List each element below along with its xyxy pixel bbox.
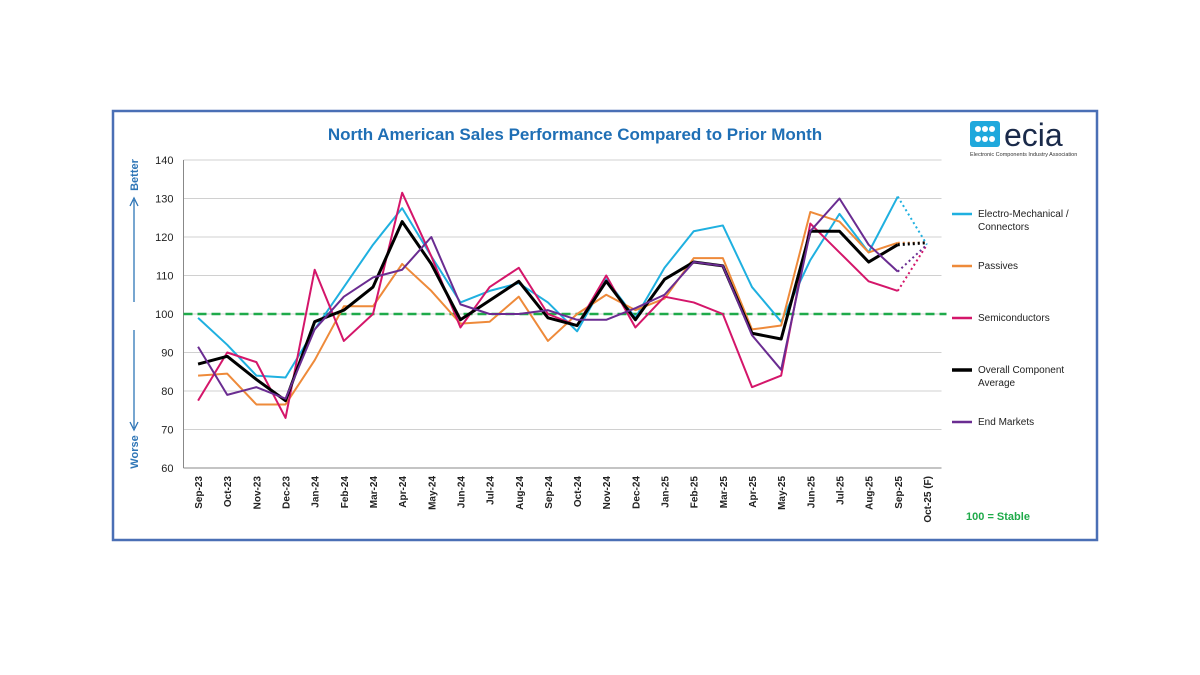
x-tick-label: Dec-24 xyxy=(631,476,642,509)
series-line xyxy=(197,191,899,419)
x-tick-label: Nov-24 xyxy=(602,476,613,510)
logo-icon xyxy=(970,121,1000,147)
y-tick-label: 140 xyxy=(155,155,173,167)
y-tick-label: 60 xyxy=(161,463,173,475)
legend-label: End Markets xyxy=(978,417,1035,428)
legend-label: Electro-Mechanical / Connectors xyxy=(978,209,1069,233)
x-tick-label: Jan-25 xyxy=(661,476,672,508)
x-tick-label: Mar-25 xyxy=(719,476,730,509)
better-label: Better xyxy=(129,158,141,191)
legend-label: Passives xyxy=(978,261,1019,272)
forecast-line xyxy=(896,244,928,292)
x-tick-label: Sep-25 xyxy=(894,476,905,509)
forecast-line xyxy=(896,196,928,246)
logo-tagline: Electronic Components Industry Associati… xyxy=(970,152,1077,158)
x-tick-label: Oct-25 (F) xyxy=(923,476,934,523)
series-line xyxy=(198,210,899,406)
chart-title: North American Sales Performance Compare… xyxy=(328,125,822,144)
legend-label: Semiconductors xyxy=(978,313,1050,324)
y-tick-label: 70 xyxy=(161,425,173,437)
forecast-line xyxy=(897,243,928,273)
x-tick-label: May-25 xyxy=(777,476,788,510)
series-line xyxy=(197,197,899,400)
x-tick-label: Feb-24 xyxy=(340,476,351,509)
frame xyxy=(111,109,1099,542)
x-tick-label: Sep-23 xyxy=(194,476,205,509)
x-tick-label: Apr-24 xyxy=(398,476,409,508)
x-tick-label: Aug-24 xyxy=(515,476,526,510)
x-tick-label: Jan-24 xyxy=(311,476,322,508)
x-tick-label: May-24 xyxy=(427,476,438,510)
worse-label: Worse xyxy=(129,435,141,468)
x-tick-label: Oct-23 xyxy=(223,476,234,508)
x-tick-label: Sep-24 xyxy=(544,476,555,509)
x-tick-label: Dec-23 xyxy=(282,476,293,509)
x-tick-label: Jun-25 xyxy=(806,476,817,509)
series-line xyxy=(197,220,899,403)
x-tick-label: Apr-25 xyxy=(748,476,759,508)
direction-arrow xyxy=(129,196,139,432)
legend-label: Overall Component Average xyxy=(978,365,1065,389)
x-tick-label: Jun-24 xyxy=(456,476,467,509)
x-tick-label: Aug-25 xyxy=(865,476,876,510)
x-tick-label: Jul-25 xyxy=(835,476,846,505)
x-tick-label: Feb-25 xyxy=(690,476,701,509)
y-tick-label: 110 xyxy=(156,271,174,283)
y-tick-label: 120 xyxy=(155,232,173,244)
stable-note: 100 = Stable xyxy=(966,511,1030,523)
x-tick-label: Mar-24 xyxy=(369,476,380,509)
y-tick-label: 100 xyxy=(155,309,173,321)
x-tick-label: Nov-23 xyxy=(252,476,263,510)
y-tick-label: 130 xyxy=(155,194,173,206)
x-tick-label: Jul-24 xyxy=(486,476,497,505)
y-tick-label: 80 xyxy=(161,386,173,398)
y-tick-label: 90 xyxy=(161,348,173,360)
logo-name: ecia xyxy=(1004,117,1063,153)
x-tick-label: Oct-24 xyxy=(573,476,584,508)
